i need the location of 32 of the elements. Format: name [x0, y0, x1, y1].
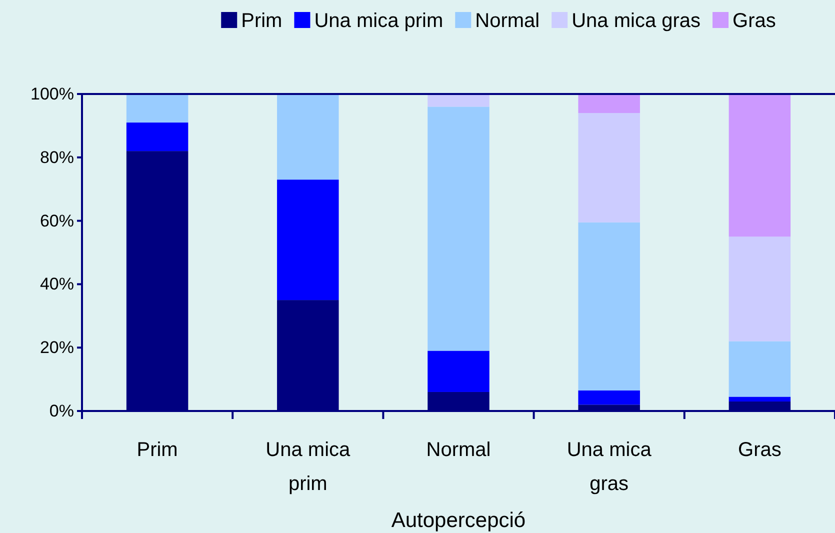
x-tick-label: Normal	[426, 439, 491, 461]
y-tick-label: 80%	[40, 148, 74, 167]
bar	[428, 106, 490, 351]
y-tick-label: 100%	[30, 84, 74, 104]
bar	[728, 396, 791, 402]
x-tick-label: Una mica gras	[566, 439, 652, 495]
bar	[578, 222, 640, 390]
bar	[277, 180, 339, 300]
bar	[277, 94, 339, 180]
x-tick-label: Una mica prim	[266, 439, 352, 495]
x-axis-title: Autopercepció	[391, 509, 526, 532]
legend-label: Normal	[475, 10, 540, 32]
bar	[578, 94, 640, 114]
legend-label: Prim	[241, 10, 282, 32]
bar	[428, 94, 490, 107]
x-tick-label: Prim	[136, 439, 178, 461]
bar	[578, 113, 640, 222]
legend-label: Una mica gras	[572, 10, 701, 32]
y-tick-label: 40%	[40, 274, 74, 294]
y-tick-label: 20%	[40, 338, 74, 358]
bar	[728, 236, 791, 342]
legend-label: Gras	[732, 10, 776, 32]
bar	[126, 122, 188, 152]
y-tick-label: 0%	[49, 401, 74, 420]
bar	[126, 94, 188, 123]
legend-label: Una mica prim	[314, 10, 444, 32]
bar	[578, 390, 640, 405]
x-tick-label: Gras	[738, 439, 782, 461]
bar	[428, 350, 490, 392]
bar	[728, 94, 791, 237]
y-tick-label: 60%	[40, 211, 74, 230]
bar	[728, 341, 791, 397]
